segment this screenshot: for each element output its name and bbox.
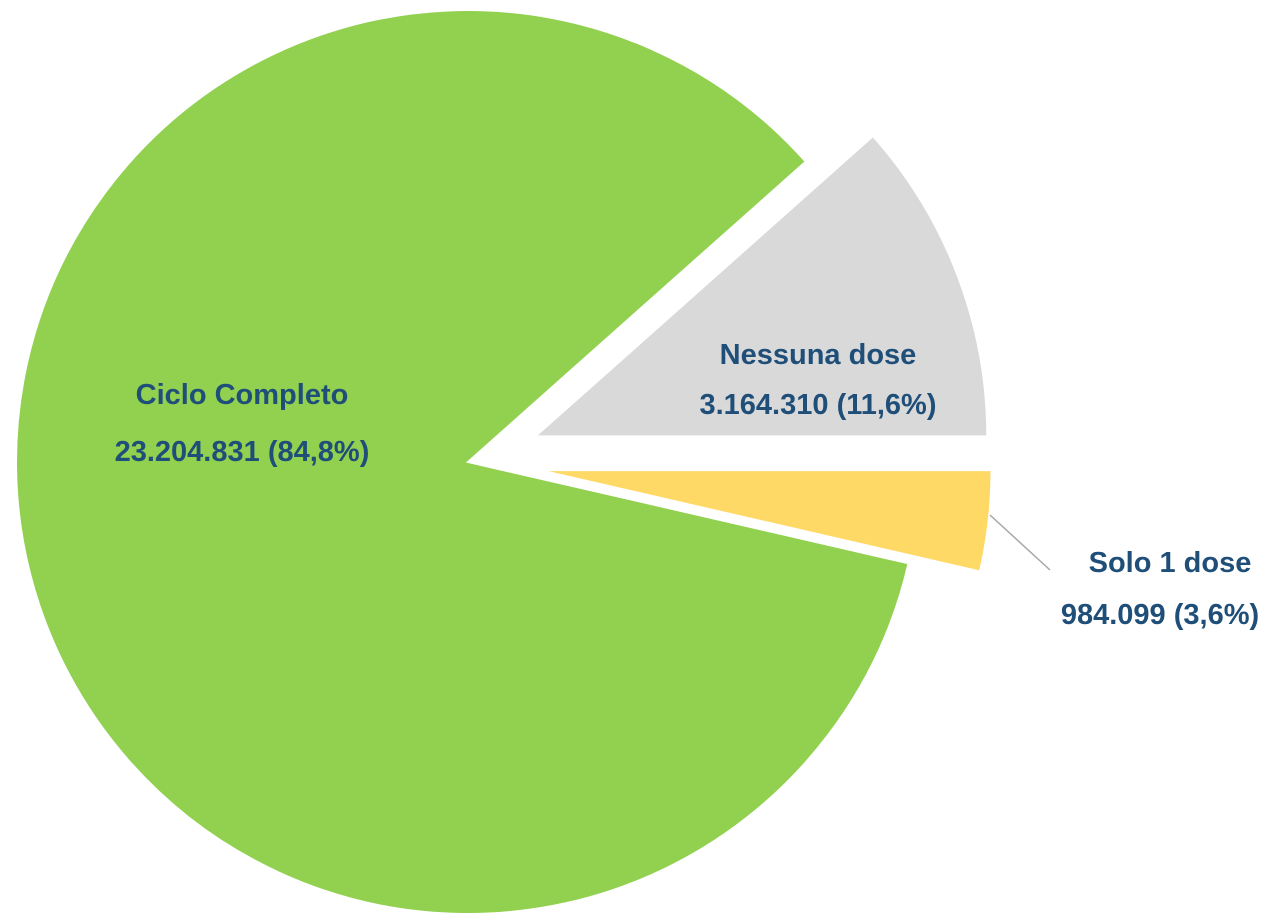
nessuna-dose-value: 3.164.310 xyxy=(699,389,828,421)
ciclo-completo-percent: (84,8%) xyxy=(268,436,370,468)
label-ciclo-completo: Ciclo Completo xyxy=(136,379,349,411)
label-solo-1-dose-value: 984.099 (3,6%) xyxy=(1061,599,1259,631)
label-ciclo-completo-value: 23.204.831 (84,8%) xyxy=(115,436,370,468)
solo-1-dose-value: 984.099 xyxy=(1061,599,1166,631)
pie-slices xyxy=(15,9,993,915)
label-ciclo-completo-name: Ciclo Completo xyxy=(136,379,349,411)
label-nessuna-dose-name: Nessuna dose xyxy=(720,339,917,371)
leader-line-solo-1-dose xyxy=(989,514,1051,571)
label-nessuna-dose: Nessuna dose xyxy=(720,339,917,371)
label-solo-1-dose: Solo 1 dose xyxy=(1089,547,1252,579)
slice-nessuna-dose xyxy=(532,134,989,438)
slice-ciclo-completo xyxy=(15,9,910,915)
slice-solo-1-dose xyxy=(539,469,993,573)
ciclo-completo-value: 23.204.831 xyxy=(115,436,260,468)
nessuna-dose-percent: (11,6%) xyxy=(837,389,937,421)
label-solo-1-dose-name: Solo 1 dose xyxy=(1089,547,1252,579)
label-nessuna-dose-value: 3.164.310 (11,6%) xyxy=(699,389,936,421)
solo-1-dose-percent: (3,6%) xyxy=(1174,599,1259,631)
